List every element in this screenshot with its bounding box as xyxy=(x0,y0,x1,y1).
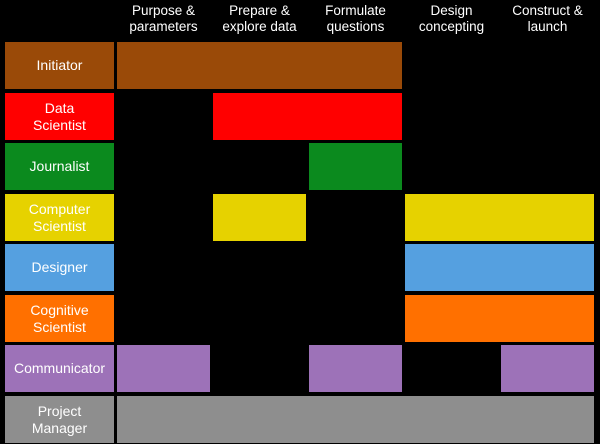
role-activity-bar xyxy=(405,194,594,241)
role-activity-bar xyxy=(117,42,402,89)
role-activity-bar xyxy=(405,244,594,291)
role-label: Project Manager xyxy=(5,396,114,443)
role-activity-bar xyxy=(117,345,210,392)
phase-header: Design concepting xyxy=(418,3,485,34)
phase-header: Construct & launch xyxy=(512,3,583,34)
role-activity-bar xyxy=(405,295,594,342)
role-label: Cognitive Scientist xyxy=(5,295,114,342)
role-activity-bar xyxy=(309,345,402,392)
role-label: Initiator xyxy=(5,42,114,89)
role-activity-bar xyxy=(117,396,594,443)
role-label: Journalist xyxy=(5,143,114,190)
role-activity-bar xyxy=(309,143,402,190)
phase-header: Purpose & parameters xyxy=(129,3,198,34)
phase-header: Formulate questions xyxy=(325,3,386,34)
role-label: Designer xyxy=(5,244,114,291)
role-activity-bar xyxy=(213,93,402,140)
role-label: Computer Scientist xyxy=(5,194,114,241)
role-label: Data Scientist xyxy=(5,93,114,140)
role-label: Communicator xyxy=(5,345,114,392)
role-activity-bar xyxy=(501,345,594,392)
phase-header: Prepare & explore data xyxy=(222,3,297,34)
role-activity-bar xyxy=(213,194,306,241)
